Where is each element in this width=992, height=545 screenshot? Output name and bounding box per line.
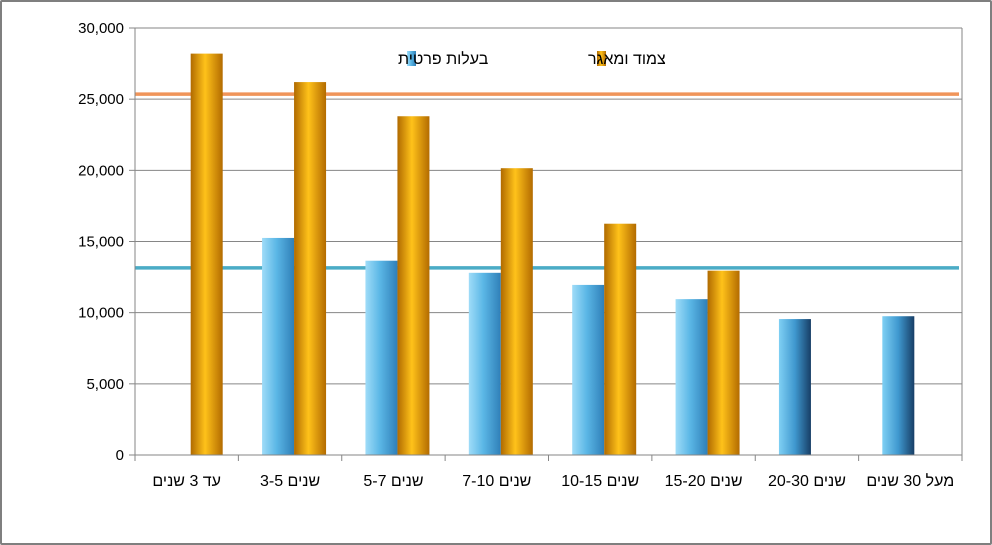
y-tick-label: 10,000 (78, 305, 124, 322)
y-tick-label: 20,000 (78, 162, 124, 179)
bar-private-ownership (365, 260, 398, 455)
bar-private-ownership (572, 284, 605, 455)
bar-linked-pool (707, 270, 740, 455)
bar-linked-pool (397, 116, 430, 455)
bar-private-ownership (262, 237, 295, 455)
x-tick-label: 20-30 שנים (768, 473, 846, 490)
bar-linked-pool (294, 82, 327, 455)
y-tick-label: 0 (116, 447, 124, 464)
x-tick-label: מעל 30 שנים (866, 472, 954, 490)
x-tick-label: 3-5 שנים (260, 473, 320, 490)
x-tick-label: 7-10 שנים (462, 473, 531, 490)
x-tick-label: 5-7 שנים (363, 473, 423, 490)
legend-label: בעלות פרטית (398, 50, 489, 68)
x-tick-label: 15-20 שנים (665, 473, 743, 490)
bar-private-ownership (778, 319, 811, 455)
gridlines (135, 27, 962, 385)
bar-linked-pool (190, 53, 223, 456)
legend-label: צמוד ומאגר (588, 51, 666, 68)
y-tick-label: 5,000 (86, 376, 124, 393)
bar-linked-pool (604, 223, 637, 455)
x-tick-label: עד 3 שנים (152, 473, 221, 490)
y-tick-label: 30,000 (78, 20, 124, 37)
bar-private-ownership (882, 316, 915, 455)
legend: בעלות פרטית צמוד ומאגר (398, 50, 666, 68)
bar-private-ownership (675, 299, 708, 455)
y-tick-label: 25,000 (78, 91, 124, 108)
legend-marker-linked-pool (597, 51, 606, 66)
legend-marker-private-ownership (407, 51, 416, 66)
bar-private-ownership (468, 272, 501, 455)
x-tick-label: 10-15 שנים (561, 473, 639, 490)
y-tick-label: 15,000 (78, 234, 124, 251)
bar-linked-pool (500, 168, 533, 455)
bars (190, 53, 915, 456)
axes: 0 5,000 10,000 15,000 20,000 25,000 30,000 עד 3… (78, 20, 963, 490)
